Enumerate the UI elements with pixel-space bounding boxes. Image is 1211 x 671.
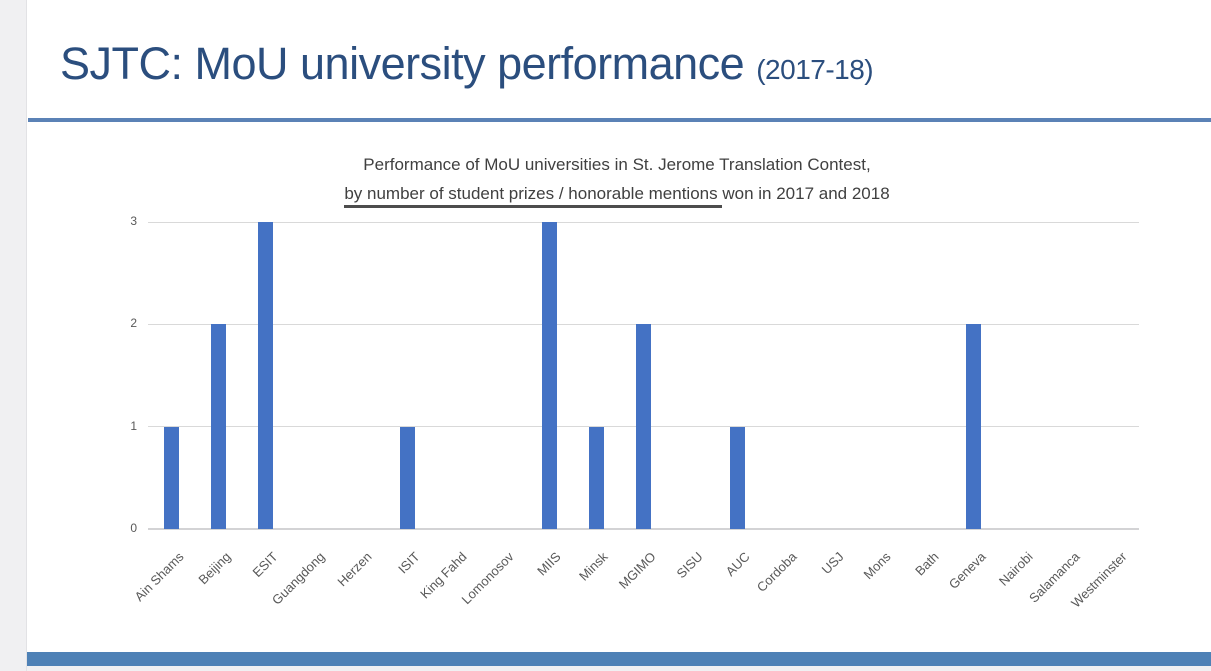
chart-title-line1: Performance of MoU universities in St. J… — [363, 155, 871, 174]
chart-title-rest-part: won in 2017 and 2018 — [722, 184, 890, 203]
chart-title: Performance of MoU universities in St. J… — [117, 150, 1117, 208]
gridline — [148, 323, 1139, 325]
gridline — [148, 221, 1139, 223]
canvas-gutter — [0, 0, 27, 671]
y-tick-label: 0 — [130, 521, 137, 535]
slide-title-suffix: (2017-18) — [756, 54, 874, 85]
chart-title-line2: by number of student prizes / honorable … — [117, 179, 1117, 208]
x-axis-label: Westminster — [1068, 549, 1130, 611]
bar-miis — [541, 222, 557, 529]
slide: SJTC: MoU university performance (2017-1… — [27, 0, 1211, 666]
slide-title-text: SJTC: MoU university performance — [60, 38, 757, 89]
slide-title: SJTC: MoU university performance (2017-1… — [60, 38, 874, 90]
bar-beijing — [211, 324, 227, 529]
chart-title-underlined-part: by number of student prizes / honorable … — [344, 184, 723, 208]
x-axis-line — [148, 528, 1139, 530]
bar-geneva — [966, 324, 982, 529]
bar-esit — [258, 222, 274, 529]
y-tick-label: 3 — [130, 214, 137, 228]
bar-auc — [730, 426, 746, 529]
bar-ain-shams — [164, 426, 180, 529]
bar-mgimo — [636, 324, 651, 529]
plot-area: 0 1 2 3 Ain Shams Beijing ESIT Guangdong Herzen I… — [130, 214, 1139, 611]
title-divider-rule — [28, 118, 1211, 122]
y-tick-label: 1 — [130, 418, 137, 433]
bar-minsk — [588, 426, 604, 529]
y-tick-label: 2 — [130, 316, 137, 331]
bar-chart[interactable]: Performance of MoU universities in St. J… — [87, 140, 1197, 625]
footer-accent-band — [27, 652, 1211, 666]
bar-isit — [400, 426, 416, 529]
